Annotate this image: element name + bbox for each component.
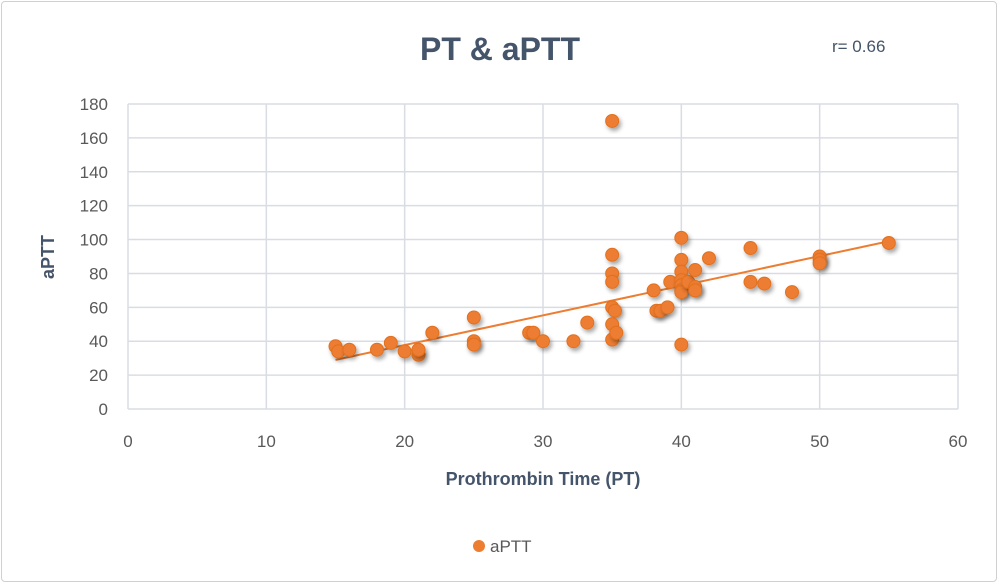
data-point: [660, 300, 675, 315]
y-tick-label: 120: [80, 197, 108, 216]
legend: aPTT: [473, 537, 532, 556]
data-point: [757, 276, 772, 291]
y-tick-label: 80: [89, 264, 108, 283]
data-point: [383, 335, 398, 350]
chart-title: PT & aPTT: [420, 31, 580, 67]
data-point: [397, 344, 412, 359]
data-point: [674, 252, 689, 267]
data-point: [580, 315, 595, 330]
data-point: [466, 310, 481, 325]
data-point: [536, 334, 550, 349]
data-point: [702, 251, 716, 266]
data-point: [674, 230, 689, 245]
data-point: [609, 325, 624, 340]
data-point: [342, 342, 357, 357]
x-tick-label: 50: [810, 432, 829, 451]
y-tick-label: 180: [80, 95, 108, 114]
data-point: [607, 303, 622, 318]
x-tick-label: 20: [395, 432, 414, 451]
data-point: [605, 274, 620, 289]
data-point: [566, 334, 581, 349]
x-tick-label: 30: [534, 432, 553, 451]
data-point: [526, 325, 541, 340]
legend-label: aPTT: [490, 537, 532, 556]
data-point: [743, 241, 758, 256]
data-point: [605, 247, 620, 262]
y-tick-label: 60: [89, 298, 108, 317]
x-tick-label: 40: [672, 432, 691, 451]
data-point: [411, 342, 426, 357]
data-point: [688, 263, 703, 278]
data-point: [370, 342, 384, 357]
data-point: [674, 285, 689, 300]
data-point: [605, 113, 620, 128]
y-tick-label: 0: [99, 400, 108, 419]
legend-marker: [473, 540, 485, 552]
data-point: [466, 337, 481, 352]
data-point: [881, 235, 896, 250]
y-tick-label: 160: [80, 129, 108, 148]
correlation-annotation: r= 0.66: [832, 37, 885, 56]
y-tick-label: 20: [89, 366, 108, 385]
data-point: [743, 274, 758, 289]
data-point: [425, 325, 440, 340]
y-tick-label: 140: [80, 163, 108, 182]
x-tick-label: 60: [949, 432, 968, 451]
y-tick-label: 100: [80, 231, 108, 250]
data-point: [646, 283, 661, 298]
data-point: [785, 285, 799, 300]
y-tick-label: 40: [89, 332, 108, 351]
x-tick-label: 0: [123, 432, 132, 451]
x-axis-title: Prothrombin Time (PT): [446, 469, 641, 489]
data-point: [812, 256, 827, 271]
y-axis-title: aPTT: [38, 235, 58, 279]
x-tick-label: 10: [257, 432, 276, 451]
data-point: [674, 337, 689, 352]
data-point: [688, 283, 703, 298]
